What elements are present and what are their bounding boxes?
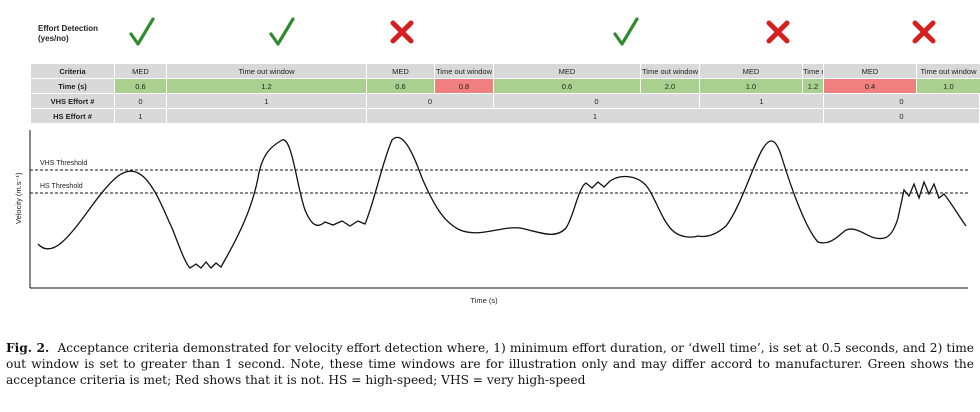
table-cell: Time out window (167, 64, 366, 78)
table-cell: 0.6 (115, 79, 166, 93)
table-cell: 0.6 (367, 79, 434, 93)
table-cell: 1.2 (803, 79, 823, 93)
criteria-table: Criteria MED Time out window MED Time out wi… (30, 63, 980, 124)
table-cell: Time out window (803, 64, 823, 78)
hs-threshold-label: HS Threshold (40, 183, 83, 190)
time-row: Time (s)0.61.20.60.80.62.01.01.20.41.00.… (31, 79, 980, 93)
row-header: HS Effort # (31, 109, 114, 123)
table-cell: 0.6 (494, 79, 640, 93)
figure-caption: Fig. 2. Acceptance criteria demonstrated… (6, 340, 974, 388)
row-header: VHS Effort # (31, 94, 114, 108)
table-cell (167, 109, 366, 123)
table-cell: MED (700, 64, 802, 78)
velocity-chart: VHS Threshold HS Threshold Velocity (m.s… (14, 130, 968, 305)
cross-icon (758, 14, 798, 50)
caption-label: Fig. 2. (6, 341, 50, 355)
table-cell: MED (367, 64, 434, 78)
x-axis-label: Time (s) (470, 296, 498, 305)
table-cell: 0 (824, 94, 979, 108)
table-cell: 2.0 (641, 79, 699, 93)
hs-effort-row: HS Effort #1 1 0 (31, 109, 980, 123)
y-axis-label: Velocity (m.s⁻¹) (14, 172, 23, 224)
vhs-threshold-label: VHS Threshold (40, 160, 87, 167)
row-header: Criteria (31, 64, 114, 78)
velocity-trace (37, 136, 967, 269)
row-header: Time (s) (31, 79, 114, 93)
cross-icon (904, 14, 944, 50)
criteria-row: Criteria MED Time out window MED Time out wi… (31, 64, 980, 78)
table-cell: Time out window (917, 64, 980, 78)
table-cell: 1.0 (700, 79, 802, 93)
table-cell: MED (824, 64, 916, 78)
table-cell: 0 (824, 109, 979, 123)
caption-text: Acceptance criteria demonstrated for vel… (6, 341, 974, 387)
cross-icon (382, 14, 422, 50)
check-icon (122, 14, 162, 50)
table-cell: 0.4 (824, 79, 916, 93)
check-icon (606, 14, 646, 50)
table-cell: 0 (367, 94, 493, 108)
table-cell: 1 (115, 109, 166, 123)
table-cell: 1 (367, 109, 823, 123)
table-cell: 0 (494, 94, 699, 108)
table-cell: 1 (167, 94, 366, 108)
table-cell: Time out window (435, 64, 493, 78)
vhs-effort-row: VHS Effort #0 1 0 0 1 0 (31, 94, 980, 108)
effort-detection-label: Effort Detection (yes/no) (38, 24, 98, 43)
check-icon (262, 14, 302, 50)
table-cell: 1.2 (167, 79, 366, 93)
table-cell: MED (494, 64, 640, 78)
table-cell: 1.0 (917, 79, 980, 93)
table-cell: 0 (115, 94, 166, 108)
table-cell: 1 (700, 94, 823, 108)
table-cell: MED (115, 64, 166, 78)
table-cell: Time out window (641, 64, 699, 78)
table-cell: 0.8 (435, 79, 493, 93)
